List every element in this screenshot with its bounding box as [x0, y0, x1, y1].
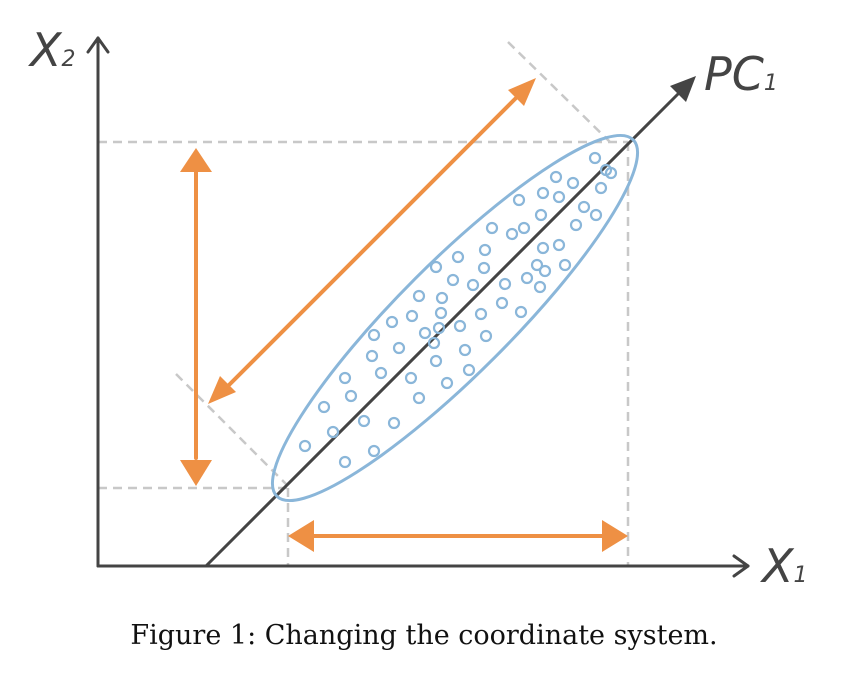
data-point: [466, 278, 480, 292]
data-point: [365, 349, 379, 363]
data-ellipse: [270, 133, 640, 503]
axis-labels: X2 X1 PC1: [28, 23, 808, 593]
pc1-axis: [204, 76, 696, 568]
data-point: [298, 439, 312, 453]
data-point: [536, 241, 550, 255]
double-arrow-icon: [180, 148, 212, 486]
data-point: [446, 273, 460, 287]
figure-caption: Figure 1: Changing the coordinate system…: [130, 620, 718, 651]
data-point: [387, 416, 401, 430]
data-point: [520, 271, 534, 285]
data-point: [530, 258, 544, 272]
data-point: [326, 425, 340, 439]
data-point: [558, 258, 572, 272]
data-point: [429, 354, 443, 368]
data-point: [435, 291, 449, 305]
data-point: [434, 306, 448, 320]
x2-axis-label: X2: [28, 23, 76, 77]
data-point: [453, 319, 467, 333]
arrowhead-icon: [180, 460, 212, 486]
data-point: [514, 305, 528, 319]
data-point: [405, 309, 419, 323]
data-point: [577, 200, 591, 214]
data-point: [374, 366, 388, 380]
data-point: [536, 186, 550, 200]
data-point: [479, 329, 493, 343]
data-point: [594, 181, 608, 195]
data-point: [432, 321, 446, 335]
data-point: [505, 227, 519, 241]
data-point: [429, 260, 443, 274]
data-point: [458, 343, 472, 357]
data-point: [338, 455, 352, 469]
arrowhead-icon: [670, 76, 696, 102]
data-point: [427, 336, 441, 350]
data-point: [569, 218, 583, 232]
data-point: [478, 243, 492, 257]
data-point: [412, 289, 426, 303]
diagonal-span-arrow: [224, 94, 520, 390]
x1-axis-label: X1: [760, 539, 808, 593]
double-arrow-icon: [288, 520, 628, 552]
data-point: [512, 193, 526, 207]
pc1-axis-label: PC1: [704, 47, 778, 101]
data-point: [549, 170, 563, 184]
data-point: [367, 444, 381, 458]
variance-arrows: [180, 78, 628, 552]
data-points: [298, 151, 618, 469]
arrowhead-icon: [602, 520, 628, 552]
data-point: [604, 166, 618, 180]
data-point: [589, 208, 603, 222]
data-point: [474, 307, 488, 321]
data-point: [566, 176, 580, 190]
data-point: [404, 371, 418, 385]
double-arrow-icon: [208, 78, 536, 404]
arrowhead-icon: [288, 520, 314, 552]
data-point: [317, 400, 331, 414]
data-point: [462, 363, 476, 377]
data-point: [534, 208, 548, 222]
data-point: [552, 238, 566, 252]
arrowhead-icon: [208, 376, 236, 404]
data-point: [392, 341, 406, 355]
data-point: [552, 190, 566, 204]
data-point: [418, 326, 432, 340]
data-point: [538, 264, 552, 278]
arrowhead-icon: [732, 554, 750, 578]
data-point: [367, 328, 381, 342]
data-point: [357, 414, 371, 428]
data-point: [498, 277, 512, 291]
guide-diagonal-lower: [175, 373, 287, 485]
data-point: [533, 280, 547, 294]
data-point: [517, 221, 531, 235]
data-point: [495, 296, 509, 310]
data-point: [344, 389, 358, 403]
arrowhead-icon: [508, 78, 536, 106]
data-point: [477, 261, 491, 275]
data-point: [385, 315, 399, 329]
arrowhead-icon: [180, 148, 212, 172]
data-point: [440, 376, 454, 390]
axes: [86, 36, 750, 578]
data-point: [338, 371, 352, 385]
data-point: [485, 221, 499, 235]
data-point: [588, 151, 602, 165]
arrowhead-icon: [86, 36, 110, 54]
data-point: [451, 250, 465, 264]
data-point: [412, 391, 426, 405]
coordinate-system-figure: X2 X1 PC1: [28, 23, 808, 593]
guide-lines: [98, 41, 630, 566]
guide-diagonal-upper: [507, 41, 611, 143]
